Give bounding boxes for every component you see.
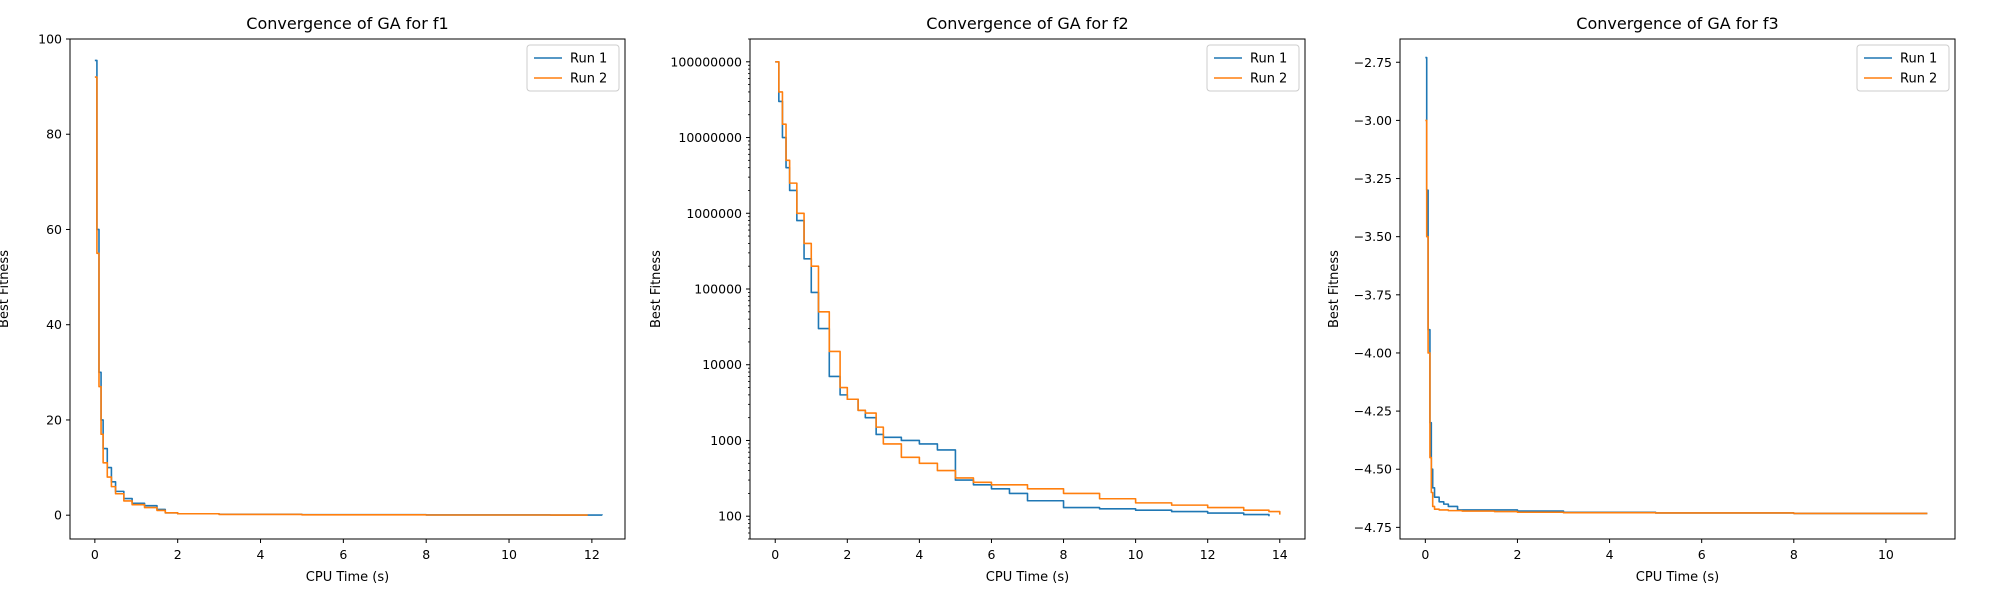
legend-label-run-1: Run 1: [570, 52, 607, 67]
legend-label-run-2: Run 2: [1900, 72, 1937, 87]
legend-label-run-2: Run 2: [570, 72, 607, 87]
x-tick-label: 2: [1513, 547, 1521, 562]
legend-label-run-1: Run 1: [1250, 52, 1287, 67]
y-tick-label: 80: [46, 127, 62, 142]
x-tick-label: 2: [174, 547, 182, 562]
legend-label-run-1: Run 1: [1900, 52, 1937, 67]
x-tick-label: 10: [1128, 547, 1144, 562]
y-axis-label: Best Fitness: [1327, 250, 1342, 328]
legend: Run 1 Run 2: [1206, 44, 1300, 92]
y-tick-label: −3.00: [1354, 113, 1392, 128]
legend: Run 1 Run 2: [526, 44, 620, 92]
y-axis-label: Best Fitness: [649, 250, 664, 328]
y-tick-label: −4.50: [1354, 462, 1392, 477]
chart-title: Convergence of GA for f3: [1576, 14, 1778, 33]
x-tick-label: 6: [987, 547, 995, 562]
x-tick-label: 2: [843, 547, 851, 562]
x-tick-label: 14: [1272, 547, 1288, 562]
chart-title: Convergence of GA for f2: [926, 14, 1128, 33]
chart-panel-3: 0 2 4 6 8 10 −4.75 −4.50 −4.25 −4.00 −3.75 −3.50 −3.…: [1327, 14, 1956, 585]
x-tick-label: 8: [422, 547, 430, 562]
chart-panel-2: 0 2 4 6 8 10 12 14 100 1000 10000 100000 1000000 1000…: [649, 14, 1306, 585]
x-axis-label: CPU Time (s): [986, 570, 1069, 585]
x-tick-label: 0: [91, 547, 99, 562]
x-tick-label: 6: [339, 547, 347, 562]
y-tick-label: 100: [38, 32, 62, 47]
x-tick-label: 8: [1790, 547, 1798, 562]
y-tick-label: −4.75: [1354, 520, 1392, 535]
y-tick-label: 100: [718, 509, 742, 524]
y-tick-label: −4.25: [1354, 404, 1392, 419]
x-tick-label: 12: [584, 547, 600, 562]
legend-box: [1856, 44, 1950, 92]
y-tick-label: 1000: [710, 433, 742, 448]
x-tick-label: 0: [771, 547, 779, 562]
x-tick-label: 10: [501, 547, 517, 562]
x-axis-label: CPU Time (s): [1636, 570, 1719, 585]
y-tick-label: 20: [46, 412, 62, 427]
series-line-run-2: [775, 61, 1281, 515]
x-tick-label: 10: [1878, 547, 1894, 562]
x-tick-label: 4: [1606, 547, 1614, 562]
series-line-run-2: [94, 76, 588, 516]
y-tick-label: −2.75: [1354, 55, 1392, 70]
series-line-run-1: [1425, 56, 1928, 515]
y-tick-label: 10000000: [678, 130, 742, 145]
y-tick-label: 100000000: [670, 54, 742, 69]
x-tick-label: 4: [915, 547, 923, 562]
series-line-run-1: [94, 59, 604, 516]
y-axis-label: Best Fitness: [0, 250, 12, 328]
legend-box: [526, 44, 620, 92]
chart-panel-1: 0 2 4 6 8 10 12 0 20 40 60 80 100 Convergence of GA f…: [0, 14, 626, 585]
x-tick-label: 8: [1060, 547, 1068, 562]
series-line-run-2: [1425, 119, 1928, 515]
y-tick-label: 1000000: [686, 206, 742, 221]
x-tick-label: 6: [1698, 547, 1706, 562]
legend-label-run-2: Run 2: [1250, 72, 1287, 87]
series-line-run-1: [775, 61, 1270, 517]
legend: Run 1 Run 2: [1856, 44, 1950, 92]
y-tick-label: 40: [46, 317, 62, 332]
y-tick-label: 100000: [694, 282, 742, 297]
y-tick-label: −3.50: [1354, 229, 1392, 244]
x-tick-label: 0: [1421, 547, 1429, 562]
plot-frame: [69, 38, 626, 540]
y-tick-label: 10000: [702, 357, 742, 372]
x-tick-label: 12: [1200, 547, 1216, 562]
plot-frame: [1399, 38, 1956, 540]
y-tick-label: −3.25: [1354, 171, 1392, 186]
y-tick-label: 0: [54, 508, 62, 523]
x-tick-label: 4: [257, 547, 265, 562]
plot-frame: [749, 38, 1306, 540]
y-tick-label: 60: [46, 222, 62, 237]
y-tick-label: −4.00: [1354, 345, 1392, 360]
y-tick-label: −3.75: [1354, 287, 1392, 302]
x-axis-label: CPU Time (s): [306, 570, 389, 585]
chart-title: Convergence of GA for f1: [246, 14, 448, 33]
legend-box: [1206, 44, 1300, 92]
